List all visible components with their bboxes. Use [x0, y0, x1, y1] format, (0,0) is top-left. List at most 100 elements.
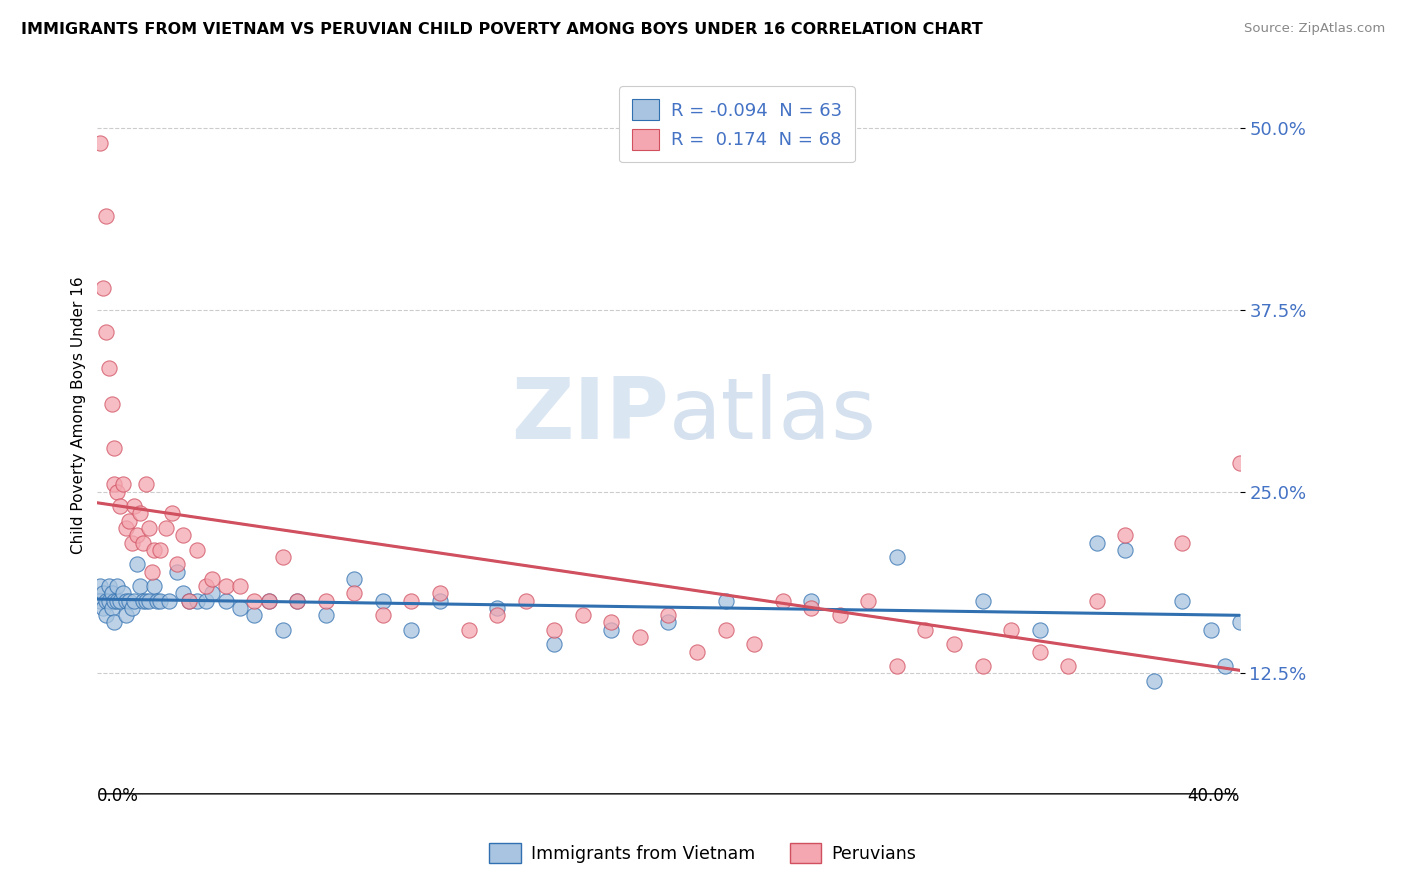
Point: [100, 586, 122, 600]
Text: atlas: atlas: [668, 374, 876, 457]
Point: [1085, 593, 1108, 607]
Point: [1028, 623, 1050, 637]
Point: [124, 593, 146, 607]
Point: [97, 579, 120, 593]
Point: [143, 542, 166, 557]
Point: [243, 608, 266, 623]
Point: [172, 586, 194, 600]
Point: [103, 615, 125, 630]
Point: [166, 558, 188, 572]
Point: [186, 542, 208, 557]
Point: [108, 593, 131, 607]
Point: [486, 601, 509, 615]
Point: [571, 608, 593, 623]
Point: [714, 593, 737, 607]
Point: [157, 593, 180, 607]
Point: [657, 615, 679, 630]
Point: [94, 209, 117, 223]
Point: [141, 565, 163, 579]
Point: [105, 579, 128, 593]
Point: [100, 397, 122, 411]
Point: [112, 477, 135, 491]
Point: [97, 361, 120, 376]
Point: [200, 586, 222, 600]
Point: [172, 528, 194, 542]
Point: [103, 593, 125, 607]
Point: [1229, 456, 1251, 470]
Point: [972, 659, 994, 673]
Point: [1199, 623, 1222, 637]
Point: [118, 514, 141, 528]
Point: [105, 484, 128, 499]
Point: [166, 565, 188, 579]
Point: [1000, 623, 1022, 637]
Point: [686, 644, 709, 658]
Point: [132, 593, 155, 607]
Point: [215, 593, 238, 607]
Point: [94, 325, 117, 339]
Point: [194, 579, 217, 593]
Point: [371, 593, 394, 607]
Point: [94, 608, 117, 623]
Point: [1213, 659, 1236, 673]
Point: [103, 477, 125, 491]
Point: [371, 608, 394, 623]
Point: [1114, 528, 1136, 542]
Point: [886, 659, 908, 673]
Point: [315, 593, 337, 607]
Point: [401, 593, 423, 607]
Point: [91, 586, 114, 600]
Point: [89, 579, 111, 593]
Point: [215, 579, 238, 593]
Text: ZIP: ZIP: [510, 374, 668, 457]
Point: [486, 608, 509, 623]
Point: [1028, 644, 1050, 658]
Point: [118, 593, 141, 607]
Point: [146, 593, 169, 607]
Point: [858, 593, 880, 607]
Point: [343, 572, 366, 586]
Point: [138, 521, 160, 535]
Point: [800, 601, 823, 615]
Point: [115, 593, 138, 607]
Point: [177, 593, 200, 607]
Point: [91, 281, 114, 295]
Point: [1229, 615, 1251, 630]
Point: [127, 528, 149, 542]
Point: [129, 579, 152, 593]
Point: [914, 623, 936, 637]
Point: [115, 521, 138, 535]
Point: [1085, 535, 1108, 549]
Point: [149, 542, 172, 557]
Point: [657, 608, 679, 623]
Point: [105, 593, 128, 607]
Point: [343, 586, 366, 600]
Point: [886, 550, 908, 565]
Point: [285, 593, 308, 607]
Point: [229, 601, 252, 615]
Text: 0.0%: 0.0%: [97, 787, 139, 805]
Point: [112, 586, 135, 600]
Point: [177, 593, 200, 607]
Point: [600, 615, 623, 630]
Point: [257, 593, 280, 607]
Point: [100, 601, 122, 615]
Point: [828, 608, 851, 623]
Point: [121, 601, 143, 615]
Point: [89, 136, 111, 150]
Point: [271, 550, 294, 565]
Point: [94, 593, 117, 607]
Point: [285, 593, 308, 607]
Point: [91, 601, 114, 615]
Point: [160, 507, 183, 521]
Point: [186, 593, 208, 607]
Point: [143, 579, 166, 593]
Point: [600, 623, 623, 637]
Point: [200, 572, 222, 586]
Point: [229, 579, 252, 593]
Point: [1057, 659, 1080, 673]
Point: [628, 630, 651, 644]
Point: [135, 593, 157, 607]
Point: [1143, 673, 1166, 688]
Text: 40.0%: 40.0%: [1187, 787, 1240, 805]
